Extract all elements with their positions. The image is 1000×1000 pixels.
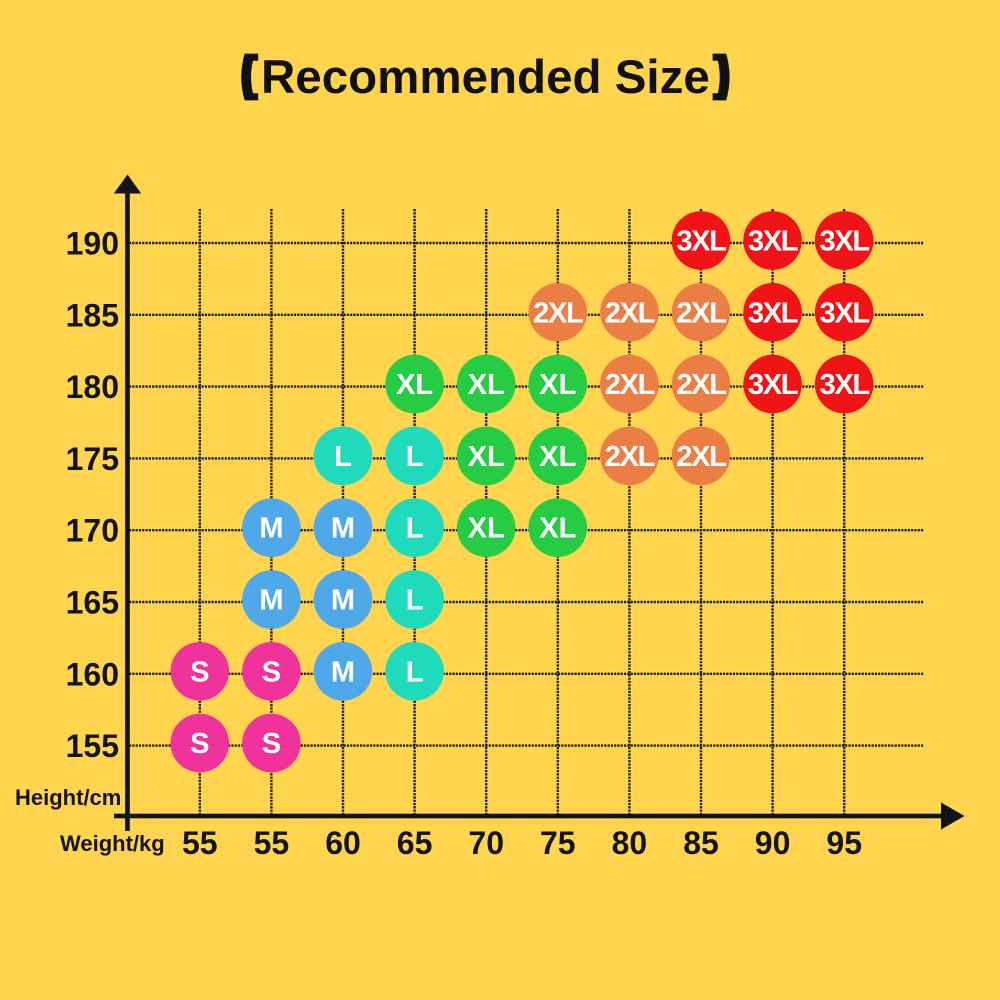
svg-text:2XL: 2XL bbox=[605, 297, 655, 329]
svg-text:2XL: 2XL bbox=[605, 369, 655, 401]
svg-text:2XL: 2XL bbox=[676, 369, 726, 401]
svg-text:M: M bbox=[331, 585, 355, 617]
svg-text:S: S bbox=[262, 656, 281, 688]
svg-text:3XL: 3XL bbox=[748, 226, 798, 258]
svg-text:M: M bbox=[331, 656, 355, 688]
svg-text:L: L bbox=[334, 441, 352, 473]
svg-text:65: 65 bbox=[397, 825, 433, 861]
svg-text:XL: XL bbox=[539, 513, 576, 545]
svg-text:3XL: 3XL bbox=[676, 226, 726, 258]
svg-text:3XL: 3XL bbox=[748, 369, 798, 401]
svg-text:M: M bbox=[259, 513, 283, 545]
svg-text:M: M bbox=[331, 513, 355, 545]
svg-text:155: 155 bbox=[66, 728, 119, 764]
svg-text:XL: XL bbox=[468, 441, 505, 473]
svg-text:70: 70 bbox=[468, 825, 504, 861]
svg-text:3XL: 3XL bbox=[820, 297, 870, 329]
svg-text:2XL: 2XL bbox=[533, 297, 583, 329]
svg-text:XL: XL bbox=[539, 441, 576, 473]
svg-text:2XL: 2XL bbox=[605, 441, 655, 473]
svg-text:80: 80 bbox=[612, 825, 648, 861]
svg-text:XL: XL bbox=[468, 369, 505, 401]
svg-text:95: 95 bbox=[826, 825, 862, 861]
svg-text:85: 85 bbox=[683, 825, 719, 861]
svg-text:3XL: 3XL bbox=[748, 297, 798, 329]
svg-text:S: S bbox=[262, 728, 281, 760]
svg-text:3XL: 3XL bbox=[820, 226, 870, 258]
svg-text:2XL: 2XL bbox=[676, 441, 726, 473]
svg-text:L: L bbox=[406, 656, 424, 688]
svg-text:170: 170 bbox=[66, 513, 119, 549]
svg-text:185: 185 bbox=[66, 297, 119, 333]
svg-text:XL: XL bbox=[468, 513, 505, 545]
svg-text:S: S bbox=[190, 728, 209, 760]
svg-text:L: L bbox=[406, 441, 424, 473]
svg-text:90: 90 bbox=[755, 825, 791, 861]
svg-text:3XL: 3XL bbox=[820, 369, 870, 401]
svg-text:XL: XL bbox=[539, 369, 576, 401]
svg-text:S: S bbox=[190, 656, 209, 688]
svg-text:Height/cm: Height/cm bbox=[15, 785, 121, 810]
svg-text:190: 190 bbox=[66, 226, 119, 262]
svg-text:75: 75 bbox=[540, 825, 576, 861]
svg-text:Weight/kg: Weight/kg bbox=[60, 831, 165, 856]
svg-text:55: 55 bbox=[254, 825, 290, 861]
svg-text:L: L bbox=[406, 513, 424, 545]
svg-text:55: 55 bbox=[182, 825, 218, 861]
svg-text:165: 165 bbox=[66, 585, 119, 621]
svg-text:180: 180 bbox=[66, 369, 119, 405]
svg-text:XL: XL bbox=[396, 369, 433, 401]
svg-text:160: 160 bbox=[66, 656, 119, 692]
svg-text:2XL: 2XL bbox=[676, 297, 726, 329]
svg-text:Recommended Size: Recommended Size bbox=[261, 51, 710, 104]
svg-text:L: L bbox=[406, 585, 424, 617]
svg-text:M: M bbox=[259, 585, 283, 617]
svg-text:60: 60 bbox=[325, 825, 361, 861]
svg-text:175: 175 bbox=[66, 441, 119, 477]
